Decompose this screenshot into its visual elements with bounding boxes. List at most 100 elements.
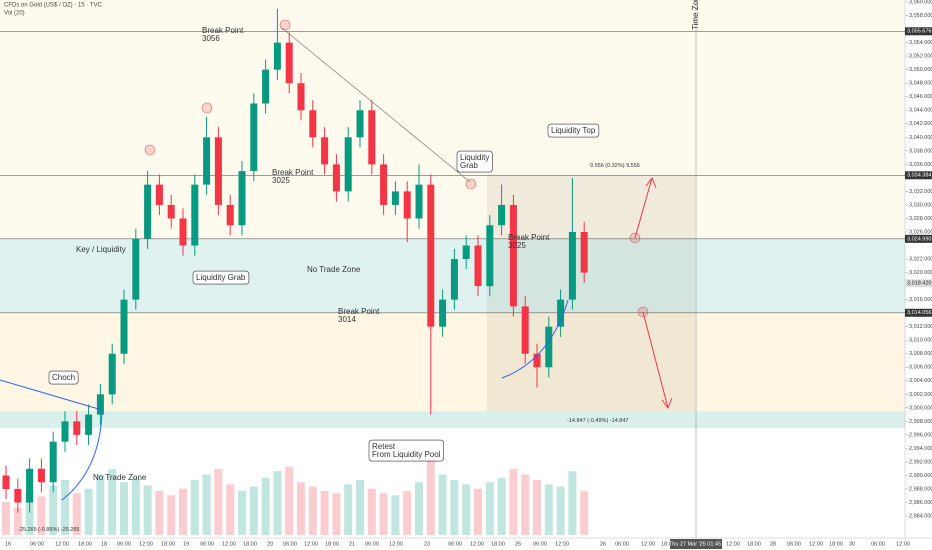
- candle-body: [144, 184, 152, 239]
- level-tag: [905, 27, 932, 36]
- candle-body: [37, 468, 45, 483]
- candle-body: [214, 137, 222, 205]
- level-tag: [905, 234, 932, 243]
- candle-body: [285, 42, 293, 84]
- y-tick-label: 3,008.000: [909, 351, 932, 357]
- candle-body: [427, 184, 435, 327]
- x-tick-label: 16: [5, 541, 11, 547]
- marker: [144, 144, 156, 156]
- candle-body: [450, 259, 458, 300]
- annotation: Break Point 3025: [508, 233, 550, 250]
- candle-body: [49, 441, 57, 483]
- y-tick-label: 2,996.000: [909, 432, 932, 438]
- x-tick-label: 18:00: [829, 541, 843, 547]
- volume-bar: [249, 486, 258, 535]
- y-tick-label: 3,010.000: [909, 338, 932, 344]
- volume-bar: [226, 484, 235, 535]
- marker: [629, 232, 641, 244]
- annotation: Choch: [52, 373, 75, 382]
- x-tick-label: 12:00: [55, 541, 69, 547]
- x-tick-label: 18:00: [661, 541, 675, 547]
- level-label: 3,014.056: [907, 310, 931, 316]
- level-label: 3,018.420: [907, 281, 931, 287]
- y-tick-label: 2,986.000: [909, 500, 932, 506]
- volume-bar: [84, 488, 93, 535]
- y-tick-label: 3,006.000: [909, 365, 932, 371]
- volume-bar: [238, 491, 246, 535]
- y-tick-label: 3,028.000: [909, 216, 932, 222]
- y-tick-label: 3,002.000: [909, 392, 932, 398]
- annotation: Liquidity Top: [551, 126, 596, 135]
- x-tick-label: Thu 27 Mar '25 01:45: [669, 541, 721, 547]
- candle-body: [439, 299, 447, 327]
- volume-bar: [179, 488, 187, 535]
- candle-body: [120, 299, 128, 354]
- x-tick-label: 12:00: [470, 541, 484, 547]
- y-tick-label: 2,998.000: [909, 419, 932, 425]
- volume-bar: [155, 491, 164, 535]
- x-tick-label: 12:00: [222, 541, 236, 547]
- candle-body: [61, 421, 69, 442]
- candle-body: [297, 83, 305, 111]
- y-tick-label: 3,044.000: [909, 108, 932, 114]
- candle-body: [486, 225, 494, 287]
- candle-body: [273, 42, 281, 70]
- y-tick-label: 3,016.000: [909, 297, 932, 303]
- y-tick-label: 2,984.000: [909, 514, 932, 520]
- volume-bar: [379, 493, 388, 535]
- candle-body: [179, 218, 187, 246]
- x-tick-label: 12:00: [389, 541, 403, 547]
- candle-body: [226, 204, 234, 226]
- annotation: Break Point 3025: [272, 168, 314, 185]
- candle-body: [155, 184, 163, 205]
- x-tick-label: 18:00: [243, 541, 257, 547]
- y-tick-label: 3,036.000: [909, 162, 932, 168]
- x-tick-label: 18:00: [325, 541, 339, 547]
- y-tick-label: 3,052.000: [909, 54, 932, 60]
- y-tick-label: 2,994.000: [909, 446, 932, 452]
- y-tick-label: 3,038.000: [909, 148, 932, 154]
- candle-body: [332, 164, 340, 192]
- x-tick-label: 26: [600, 541, 606, 547]
- candle-body: [580, 231, 588, 273]
- zone-upper: [0, 0, 905, 239]
- x-tick-label: 18:00: [491, 541, 505, 547]
- volume-bar: [308, 486, 317, 535]
- candle-body: [2, 475, 10, 490]
- candle-body: [14, 489, 22, 503]
- marker: [279, 19, 291, 31]
- volume-bar: [474, 488, 482, 535]
- annotation: Break Point 3056: [202, 26, 244, 43]
- arrow-up: [634, 176, 657, 239]
- candle-body: [462, 245, 470, 260]
- candle-body: [509, 204, 517, 307]
- candle-body: [203, 137, 211, 185]
- x-tick-label: 06:00: [787, 541, 801, 547]
- volume-bar: [497, 477, 506, 535]
- candle-body: [498, 204, 506, 226]
- y-tick-label: 3,004.000: [909, 378, 932, 384]
- y-tick-label: 3,048.000: [909, 81, 932, 87]
- candle-body: [557, 299, 565, 327]
- choch-line: [0, 379, 103, 411]
- candle-body: [96, 394, 104, 415]
- x-tick-label: 25: [515, 541, 521, 547]
- marker: [637, 306, 649, 318]
- x-tick-label: 06:00: [365, 541, 379, 547]
- volume-bar: [72, 493, 81, 535]
- volume-bar: [533, 480, 541, 535]
- volume-bar: [415, 482, 423, 535]
- y-tick-label: 3,042.000: [909, 121, 932, 127]
- annotation-box: [456, 150, 493, 173]
- annotation: Retest From Liquidity Pool: [372, 442, 441, 459]
- x-tick-label: 28: [770, 541, 776, 547]
- volume-bar: [367, 488, 376, 535]
- volume-bar: [297, 482, 305, 535]
- marker: [465, 178, 477, 190]
- candle-body: [167, 204, 175, 219]
- level-label: 3,055.676: [907, 29, 931, 35]
- y-tick-label: 3,054.000: [909, 40, 932, 46]
- y-tick-label: 3,050.000: [909, 67, 932, 73]
- candle-body: [415, 184, 423, 219]
